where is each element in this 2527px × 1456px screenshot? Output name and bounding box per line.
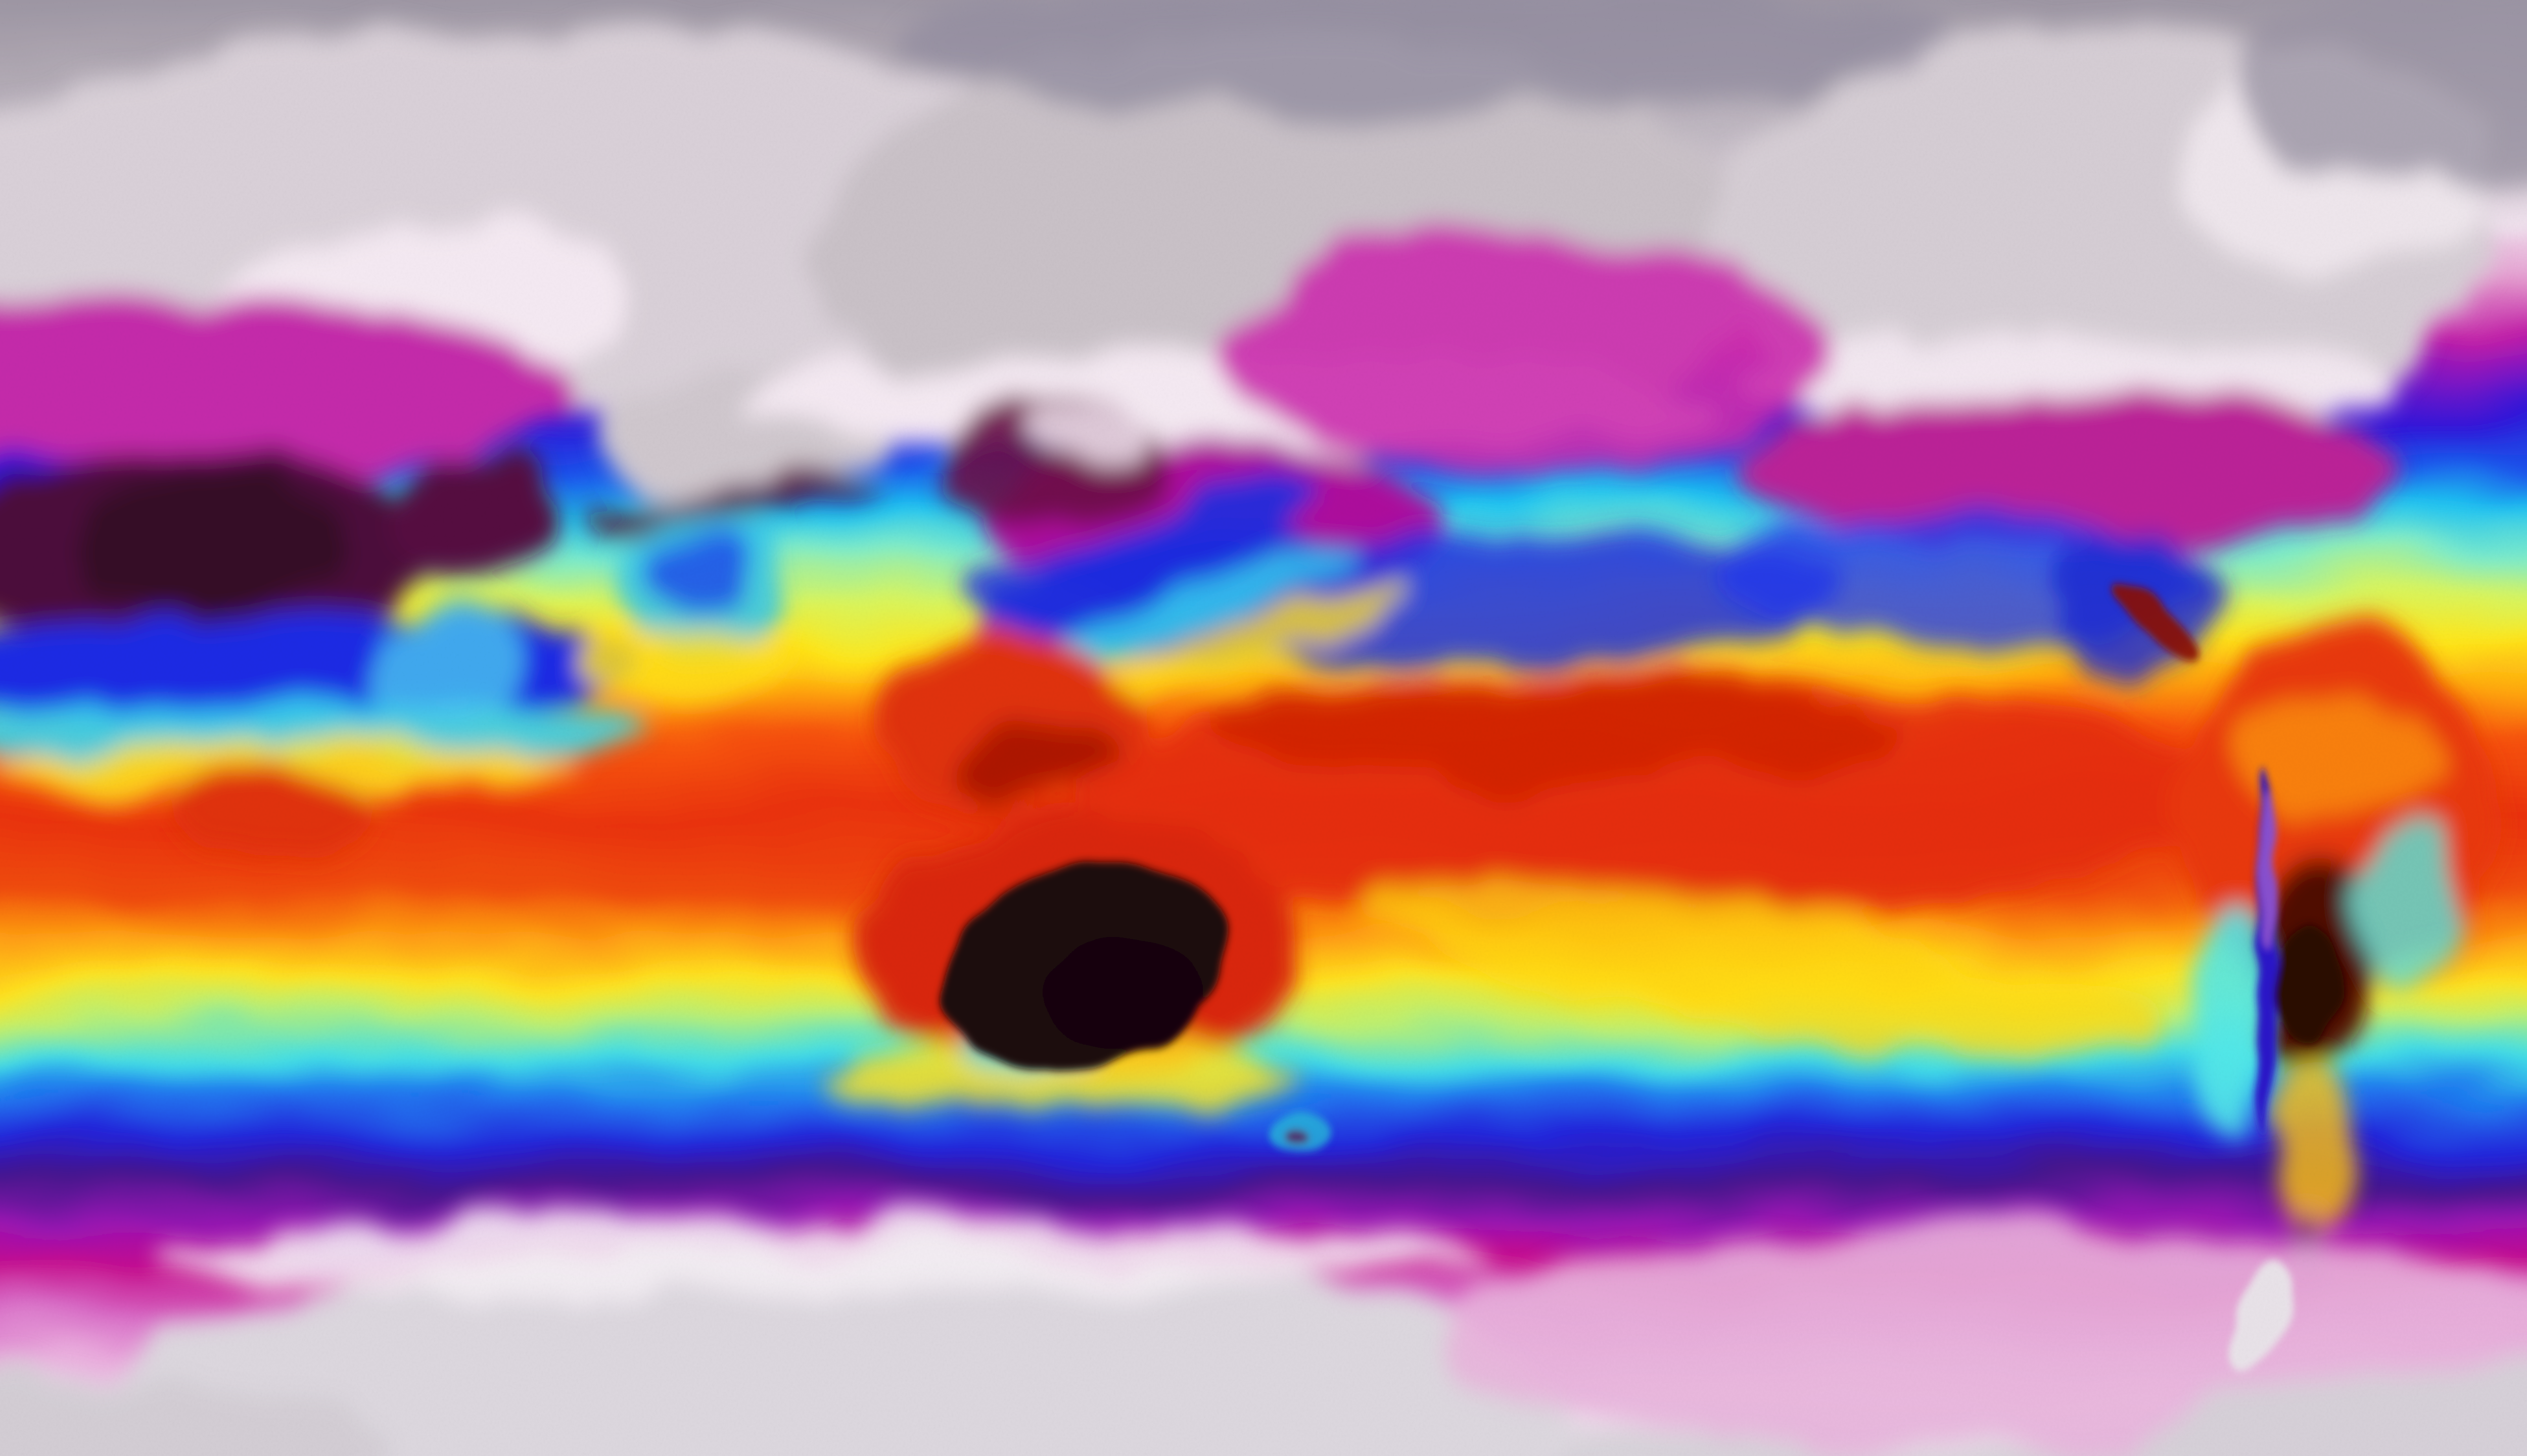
global-temperature-map: [0, 0, 2527, 1456]
temperature-map-canvas: [0, 0, 2527, 1456]
noise-texture-overlay: [0, 0, 2527, 1456]
